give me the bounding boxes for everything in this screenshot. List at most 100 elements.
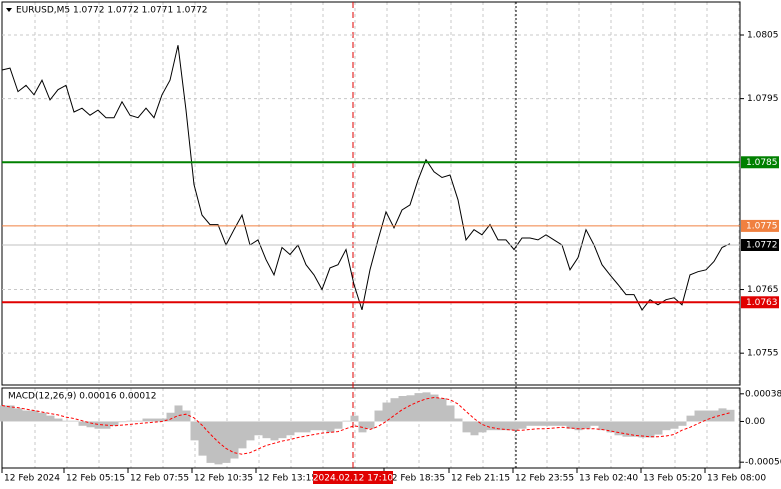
last-price-box — [741, 239, 779, 251]
x-tick-label: 12 Feb 23:55 — [515, 474, 574, 484]
macd-bar — [366, 421, 375, 429]
macd-bar — [526, 421, 535, 426]
macd-bar — [390, 398, 399, 422]
macd-bar — [430, 394, 439, 422]
x-tick-label: 12 Feb 2024 — [4, 474, 60, 484]
macd-bar — [110, 421, 119, 426]
macd-bar — [574, 421, 583, 431]
macd-bar — [414, 393, 423, 422]
macd-bar — [22, 410, 31, 422]
macd-bar — [446, 405, 455, 422]
y-tick-label: -0.00056 — [745, 458, 781, 468]
level-label: 1.0775 — [746, 221, 778, 231]
macd-bar — [510, 421, 519, 431]
macd-bar — [342, 420, 351, 422]
macd-bar — [422, 392, 431, 422]
macd-bar — [278, 421, 287, 439]
macd-bar — [726, 409, 735, 422]
macd-bar — [318, 421, 327, 431]
macd-bar — [294, 421, 303, 433]
macd-panel — [1, 387, 741, 469]
macd-bar — [166, 412, 175, 422]
macd-bar — [54, 418, 63, 422]
macd-bar — [550, 421, 559, 426]
level-label-box — [741, 296, 779, 309]
signal-line — [1, 396, 731, 455]
x-tick-label: 12 Feb 13:15 — [258, 474, 317, 484]
macd-bar — [566, 421, 575, 429]
macd-bar — [470, 421, 479, 436]
x-tick-label: 13 Feb 02:40 — [579, 474, 638, 484]
macd-bar — [142, 418, 151, 422]
level-label-box — [741, 156, 779, 169]
macd-bar — [254, 421, 263, 436]
macd-bar — [694, 410, 703, 422]
macd-bar — [6, 405, 15, 422]
y-tick-label: 1.0755 — [747, 349, 779, 359]
x-tick-label: 12 Feb 21:15 — [451, 474, 510, 484]
macd-bar — [654, 421, 663, 435]
macd-bar — [206, 421, 215, 463]
macd-bar — [542, 421, 551, 426]
macd-bar — [158, 418, 167, 422]
macd-bar — [406, 395, 415, 422]
level-label: 1.0785 — [746, 158, 778, 168]
macd-bar — [94, 421, 103, 429]
y-tick-label: 1.0805 — [747, 31, 779, 41]
price-panel — [1, 1, 741, 386]
macd-bar — [262, 421, 271, 439]
macd-bar — [486, 421, 495, 431]
macd-bar — [334, 421, 343, 429]
macd-bar — [214, 421, 223, 465]
macd-bar — [134, 420, 143, 422]
y-tick-label: 0.00 — [745, 417, 765, 427]
vertical-grid — [34, 2, 740, 468]
macd-bar — [582, 421, 591, 429]
macd-bar — [30, 410, 39, 422]
crosshair-label: 2024.02.12 17:10 — [313, 474, 394, 484]
macd-bar — [638, 421, 647, 438]
macd-bar — [38, 412, 47, 422]
macd-bar — [118, 421, 127, 423]
crosshair-label-box — [313, 471, 393, 484]
macd-bar — [46, 415, 55, 422]
macd-bar — [0, 405, 7, 422]
macd-bar — [230, 421, 239, 459]
macd-bar — [374, 410, 383, 422]
macd-bar — [606, 421, 615, 433]
level-label: 1.0763 — [746, 298, 778, 308]
macd-bar — [150, 418, 159, 422]
macd-bar — [174, 405, 183, 422]
macd-bar — [662, 421, 671, 431]
macd-bar — [302, 421, 311, 433]
x-tick-label: 12 Feb 07:55 — [130, 474, 189, 484]
macd-bar — [478, 421, 487, 433]
y-tick-label: 1.0795 — [747, 94, 779, 104]
macd-bar — [702, 410, 711, 422]
macd-bar — [646, 421, 655, 438]
macd-bar — [14, 408, 23, 422]
macd-bar — [238, 421, 247, 449]
macd-bar — [222, 421, 231, 463]
macd-bar — [358, 421, 367, 433]
macd-bar — [270, 421, 279, 441]
macd-bar — [198, 421, 207, 456]
macd-bar — [534, 421, 543, 426]
macd-bar — [246, 421, 255, 441]
macd-bar — [494, 421, 503, 431]
macd-bar — [614, 421, 623, 436]
x-tick-label: 13 Feb 05:20 — [643, 474, 702, 484]
macd-bar — [310, 421, 319, 431]
macd-bar — [670, 421, 679, 429]
macd-bar — [382, 402, 391, 422]
last-price-label: 1.0772 — [746, 241, 778, 251]
macd-bar — [182, 410, 191, 422]
macd-bar — [326, 421, 335, 433]
macd-bar — [598, 421, 607, 431]
x-tick-label: 12 Feb 18:35 — [386, 474, 445, 484]
macd-bar — [78, 421, 87, 426]
y-tick-label: 0.00038 — [745, 389, 781, 399]
macd-bar — [398, 396, 407, 422]
macd-bar — [678, 421, 687, 426]
y-tick-label: 1.0765 — [747, 285, 779, 295]
